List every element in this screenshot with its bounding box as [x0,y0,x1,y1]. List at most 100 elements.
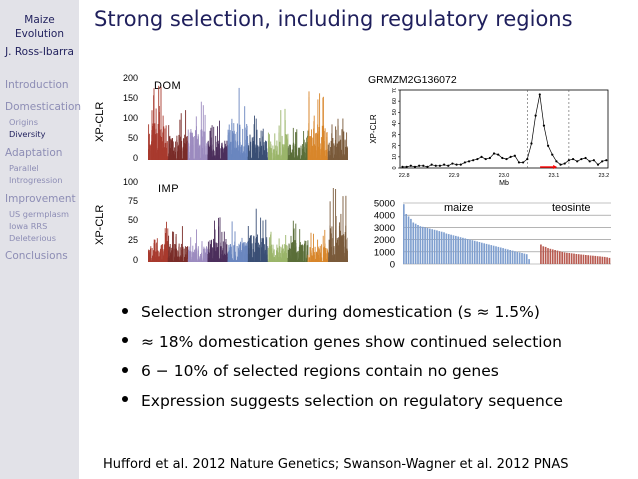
maize-bar [455,235,457,264]
data-point [601,160,604,163]
maize-bar [403,204,405,264]
dom-ytick: 100 [122,113,138,123]
teosinte-bar [589,255,592,264]
nav-sub-deleterious[interactable]: Deleterious [9,233,57,243]
data-point [567,159,570,162]
bullet-dot [122,396,128,402]
nav-section-adaptation[interactable]: Adaptation [5,147,63,159]
maize-bar [504,248,507,265]
chromosome-3-points [187,101,208,160]
maize-bar [516,251,519,264]
slide-title: Strong selection, including regulatory r… [94,7,573,31]
maize-bar [469,239,471,264]
y-tick-label: 20 [392,143,398,149]
data-point [509,155,512,158]
data-point [584,156,587,160]
teosinte-bar [542,246,545,264]
nav-sub-diversity[interactable]: Diversity [9,129,46,139]
maize-bar [488,244,490,264]
maize-bar [429,228,431,264]
sidebar: Maize Evolution J. Ross-Ibarra Introduct… [0,0,82,479]
maize-bar [495,246,497,264]
y-tick-label: 0 [392,166,398,169]
bullet-text: Expression suggests selection on regulat… [141,391,563,410]
teosinte-bar [599,256,601,264]
teosinte-bar [592,255,594,264]
maize-bar [405,214,408,264]
data-point [442,163,446,166]
bullet-item: 6 − 10% of selected regions contain no g… [122,357,563,387]
teosinte-bar [566,252,568,264]
data-point [492,152,496,155]
maize-bar [457,236,460,264]
maize-bar [502,248,504,264]
data-point [580,157,583,161]
data-point [467,160,471,163]
nav-section-introduction[interactable]: Introduction [5,79,69,91]
data-point [542,124,546,127]
y-tick-label: 4000 [374,211,395,222]
data-point [592,159,595,162]
chromosome-5-points [227,87,249,160]
maize-bar [485,243,488,264]
nav-section-domestication[interactable]: Domestication [5,101,82,113]
data-point [563,162,566,165]
y-tick-label: 0 [390,260,395,271]
maize-bar [447,234,450,264]
data-point [605,159,608,162]
teosinte-bar [540,244,542,264]
nav-sub-parallel[interactable]: Parallel [9,163,39,173]
nav-section-improvement[interactable]: Improvement [5,193,76,205]
data-point [455,163,458,166]
imp-ytick: 0 [132,255,138,265]
nav-sub-origins[interactable]: Origins [9,117,39,127]
data-point [551,153,554,156]
nav-section-conclusions[interactable]: Conclusions [5,250,68,262]
maize-bar [443,232,445,264]
teosinte-bar [587,255,590,264]
maize-bar [412,222,415,264]
teosinte-bar [544,246,547,264]
data-point [434,164,437,167]
chromosome-7-points [267,108,289,160]
bullet-text: Selection stronger during domestication … [141,303,540,321]
chromosome-6-points [247,208,269,262]
dom-ytick: 150 [122,93,138,103]
chromosome-4-points [207,217,229,262]
chromosome-10-points [328,188,348,262]
nav-sub-us-germplasm[interactable]: US germplasm [9,209,69,219]
data-point [418,164,421,167]
teosinte-bar [556,250,559,264]
gene-region-line-plot: 0 10 20 30 40 50 60 70 XP-CLR 22.8 22.9 23.0 23.1 23.… [369,88,609,187]
bullet-text: ≈ 18% domestication genes show continued… [141,332,562,351]
maize-bar [509,250,512,264]
chromosome-8-points [287,220,309,262]
teosinte-bar [601,256,604,264]
dom-ylabel: XP-CLR [94,101,106,142]
gene-plot-title: GRMZM2G136072 [368,74,457,86]
y-tick-label: 2000 [374,235,395,246]
data-point [530,142,533,145]
chromosome-8-points [287,127,309,160]
teosinte-bar [575,254,578,264]
data-point [422,164,425,167]
y-tick-label: 1000 [374,247,395,258]
bullet-list: Selection stronger during domestication … [122,298,563,416]
dom-ytick: 50 [127,133,138,143]
teosinte-bar [563,252,566,264]
citation: Hufford et al. 2012 Nature Genetics; Swa… [103,457,569,472]
chromosome-3-points [187,229,209,262]
bullet-dot [122,337,128,343]
maize-bar [471,240,474,264]
data-point [522,161,525,164]
nav-sub-introgression[interactable]: Introgression [9,175,63,185]
maize-bar [466,239,469,264]
data-point [576,160,579,163]
presentation-title-line1: Maize [24,14,55,26]
plot-frame [399,89,609,169]
data-point [447,164,450,167]
legend-maize: maize [444,202,473,214]
teosinte-bar [606,257,608,264]
imp-ylabel: XP-CLR [94,204,106,245]
nav-sub-iowa-rrs[interactable]: Iowa RRS [9,221,48,231]
